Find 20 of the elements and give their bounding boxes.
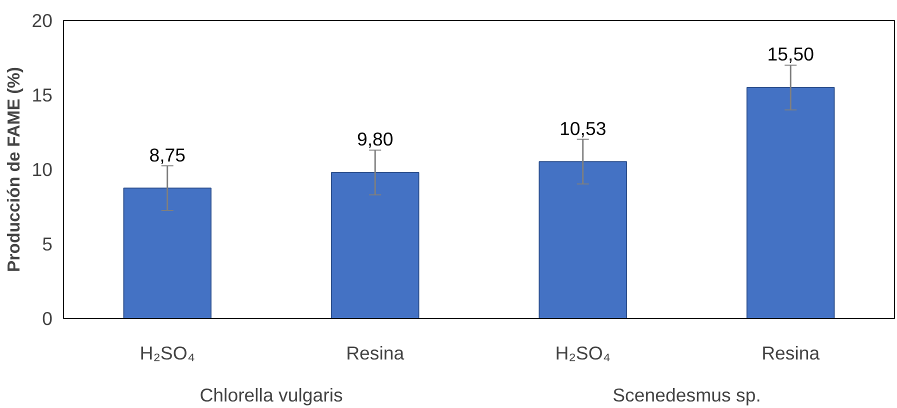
y-tick-label: 0 xyxy=(42,308,53,329)
y-tick-label: 10 xyxy=(32,159,53,180)
x-tick-label: Resina xyxy=(346,342,405,364)
bar xyxy=(330,172,420,318)
bar xyxy=(746,87,835,318)
y-axis-title: Producción de FAME (%) xyxy=(4,66,24,272)
x-tick-label: H₂SO₄ xyxy=(140,342,196,364)
data-label: 9,80 xyxy=(356,128,394,150)
y-tick-label: 20 xyxy=(32,10,53,31)
data-label: 10,53 xyxy=(560,118,606,139)
x-tick-label: Resina xyxy=(762,342,820,364)
bar xyxy=(538,161,628,318)
data-label: 8,75 xyxy=(149,144,186,166)
x-tick-label: H₂SO₄ xyxy=(555,342,611,364)
y-tick-label: 5 xyxy=(42,234,53,254)
bar xyxy=(123,188,212,318)
text: Scenedesmus sp. xyxy=(612,384,761,406)
data-label: 15,50 xyxy=(767,44,814,65)
y-tick-label: 15 xyxy=(32,84,53,106)
text: Chlorella vulgaris xyxy=(200,384,343,406)
